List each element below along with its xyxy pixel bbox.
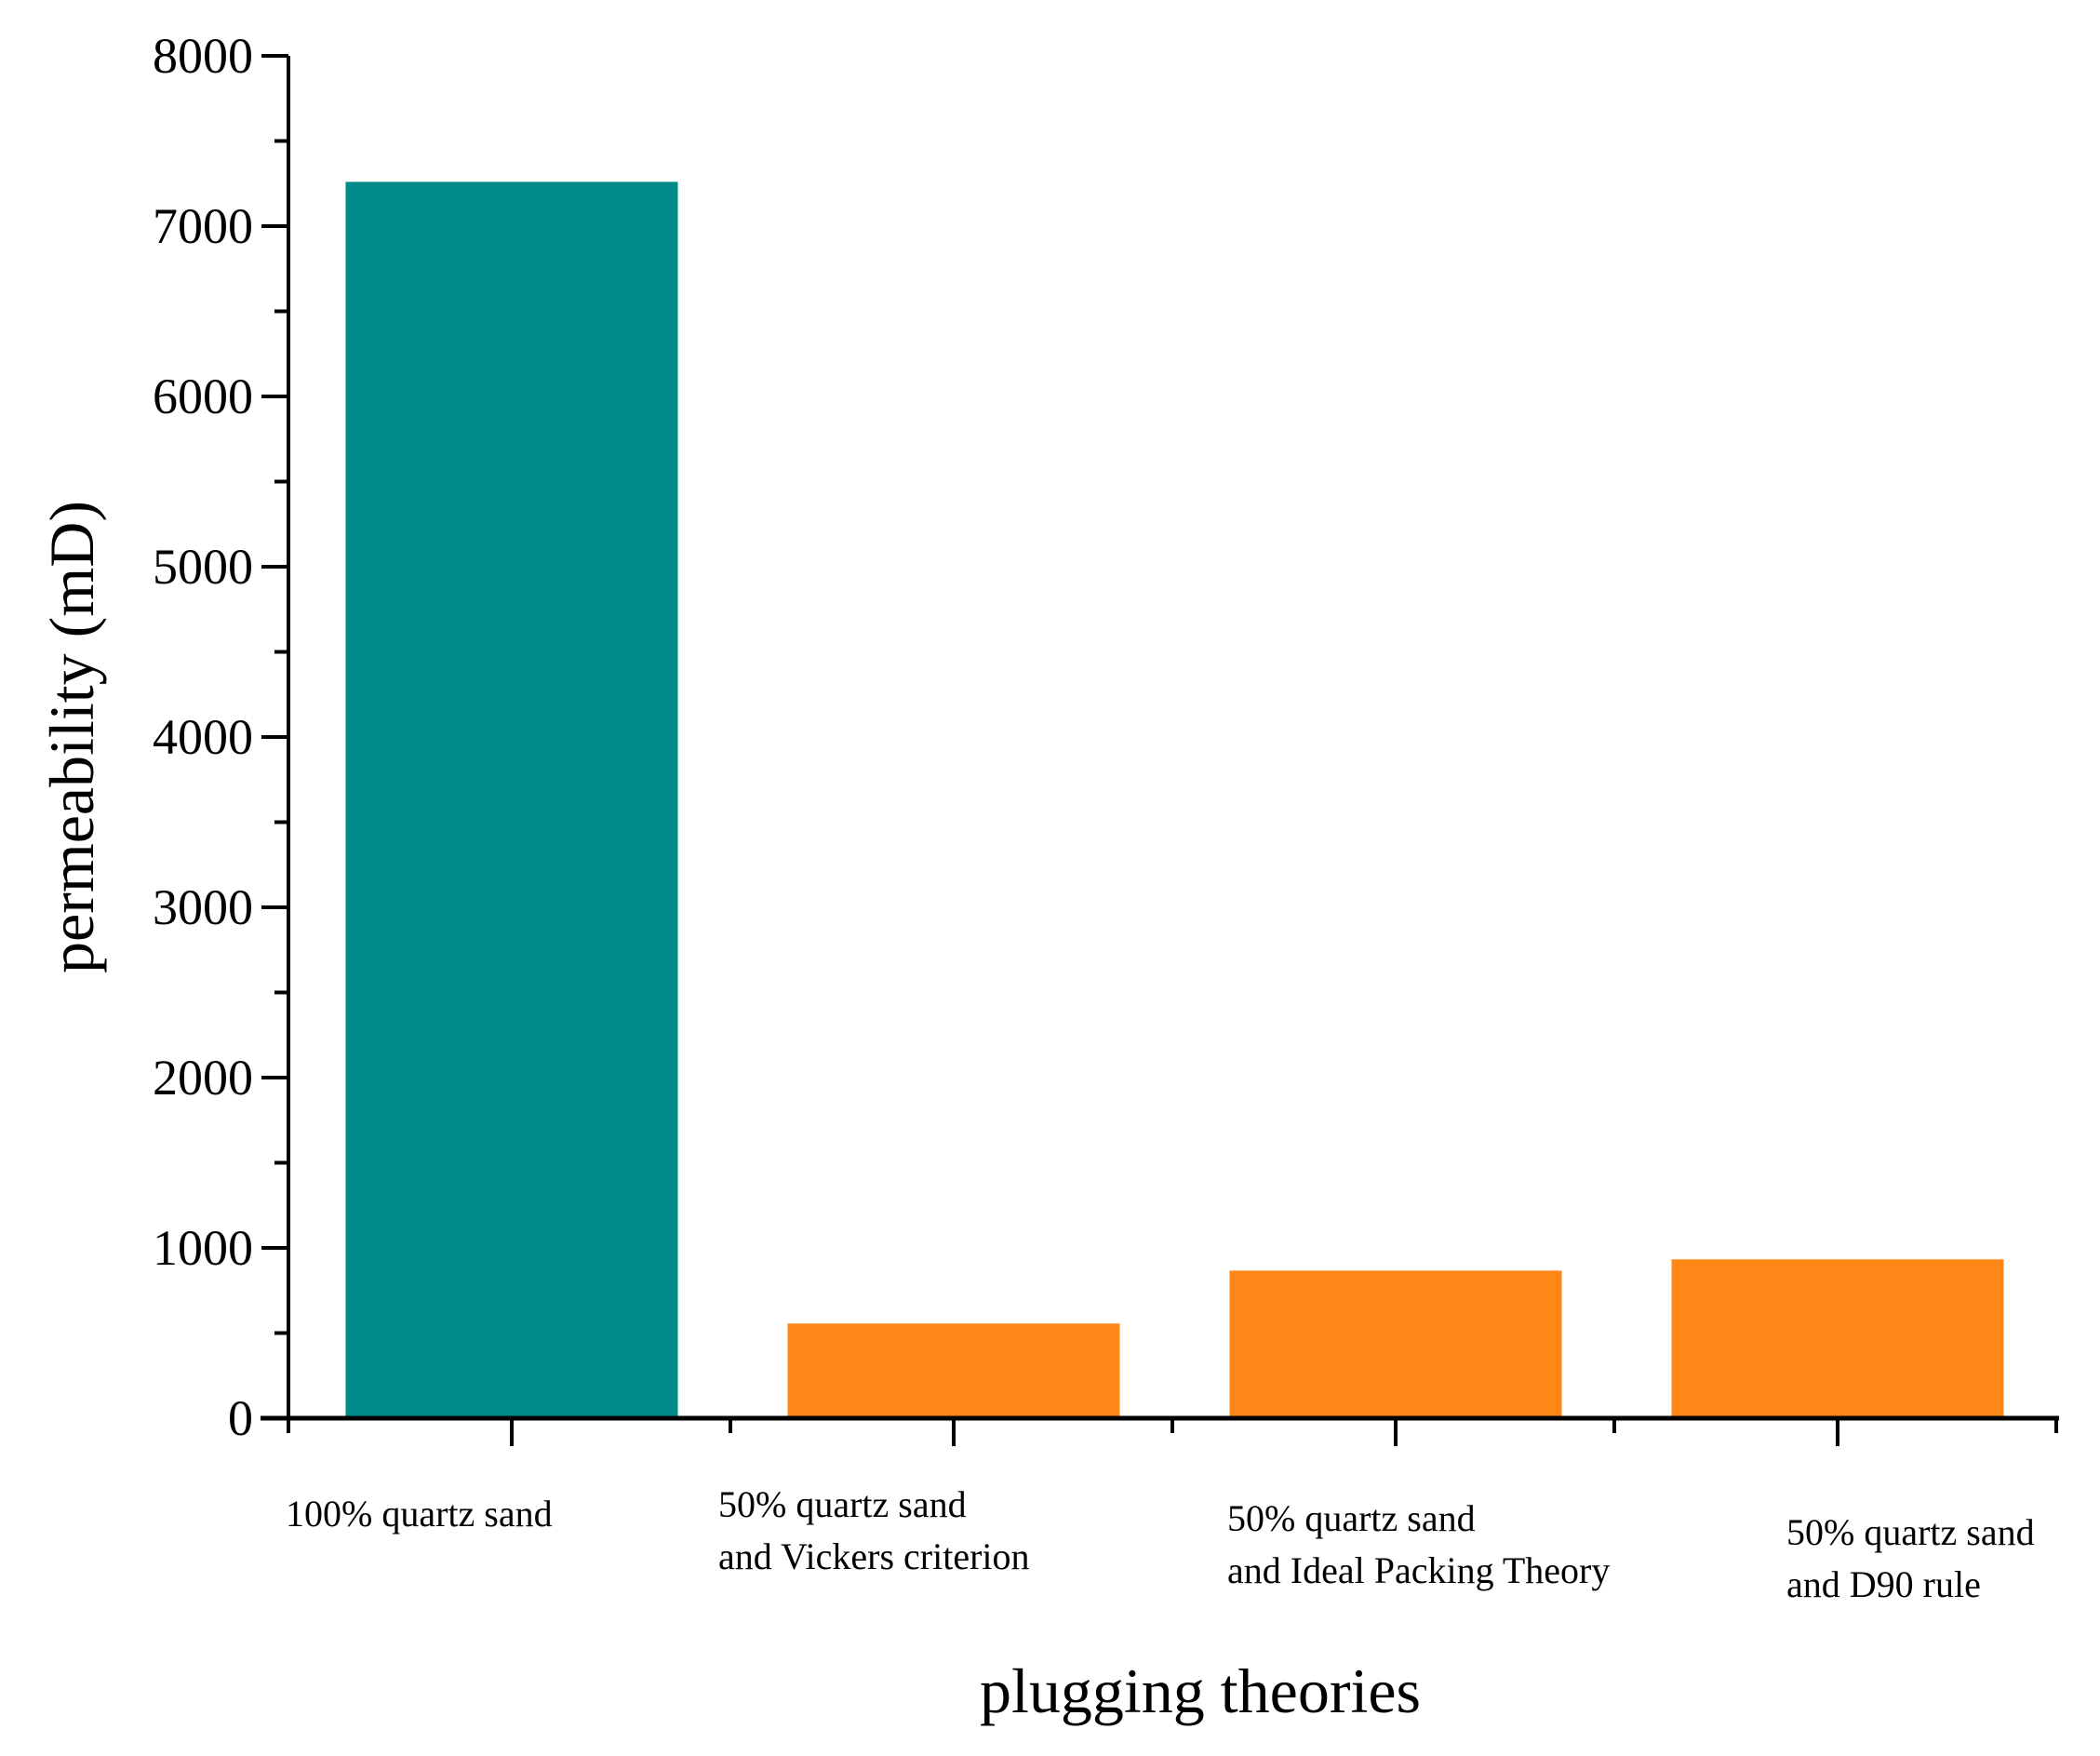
y-tick-label: 1000: [153, 1220, 253, 1276]
y-axis-title: permeability (mD): [36, 501, 107, 973]
y-tick-label: 4000: [153, 709, 253, 765]
x-tick-label: 50% quartz sand and D90 rule: [1786, 1511, 2035, 1605]
x-axis-title: plugging theories: [980, 1655, 1421, 1726]
x-tick-label: 50% quartz sand and Vickers criterion: [718, 1483, 1030, 1577]
y-tick-label: 6000: [153, 369, 253, 424]
x-tick-label-line: and D90 rule: [1786, 1563, 1981, 1605]
y-tick-label: 5000: [153, 539, 253, 595]
x-tick-label-line: and Ideal Packing Theory: [1227, 1549, 1610, 1591]
bar-2: [787, 1323, 1120, 1418]
x-tick-label: 100% quartz sand: [286, 1493, 553, 1535]
y-tick-label: 8000: [153, 28, 253, 84]
x-tick-label-line: 50% quartz sand: [1227, 1497, 1476, 1539]
bar-3: [1229, 1270, 1562, 1418]
x-tick-label-line: 100% quartz sand: [286, 1493, 553, 1535]
bar-4: [1671, 1259, 2004, 1418]
x-tick-label: 50% quartz sand and Ideal Packing Theory: [1227, 1497, 1610, 1591]
y-tick-label: 7000: [153, 198, 253, 254]
y-tick-label: 3000: [153, 879, 253, 935]
y-tick-label: 0: [228, 1390, 253, 1446]
x-tick-label-line: 50% quartz sand: [718, 1483, 967, 1525]
x-tick-label-line: and Vickers criterion: [718, 1535, 1030, 1577]
y-tick-label: 2000: [153, 1050, 253, 1106]
x-tick-label-line: 50% quartz sand: [1786, 1511, 2035, 1553]
bar-1: [345, 181, 678, 1418]
